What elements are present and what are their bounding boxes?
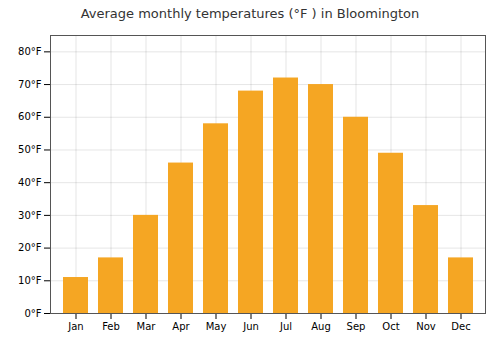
svg-text:Sep: Sep — [347, 321, 366, 332]
svg-text:50°F: 50°F — [18, 144, 42, 155]
svg-text:0°F: 0°F — [24, 308, 41, 319]
svg-text:Mar: Mar — [137, 321, 157, 332]
svg-text:May: May — [206, 321, 227, 332]
svg-text:Jun: Jun — [242, 321, 259, 332]
svg-text:30°F: 30°F — [18, 210, 42, 221]
svg-text:Nov: Nov — [416, 321, 436, 332]
svg-text:Dec: Dec — [451, 321, 470, 332]
svg-text:Oct: Oct — [382, 321, 399, 332]
svg-text:Apr: Apr — [172, 321, 190, 332]
svg-text:Aug: Aug — [311, 321, 331, 332]
svg-text:80°F: 80°F — [18, 46, 42, 57]
svg-text:10°F: 10°F — [18, 275, 42, 286]
svg-text:60°F: 60°F — [18, 111, 42, 122]
svg-text:Feb: Feb — [102, 321, 120, 332]
html-text:Average monthly temperatures (: Average monthly temperatures (°F ) in Bl… — [80, 6, 420, 21]
svg-text:20°F: 20°F — [18, 242, 42, 253]
svg-text:Jul: Jul — [279, 321, 292, 332]
svg-text:40°F: 40°F — [18, 177, 42, 188]
svg-text:70°F: 70°F — [18, 79, 42, 90]
svg-text:Jan: Jan — [67, 321, 83, 332]
